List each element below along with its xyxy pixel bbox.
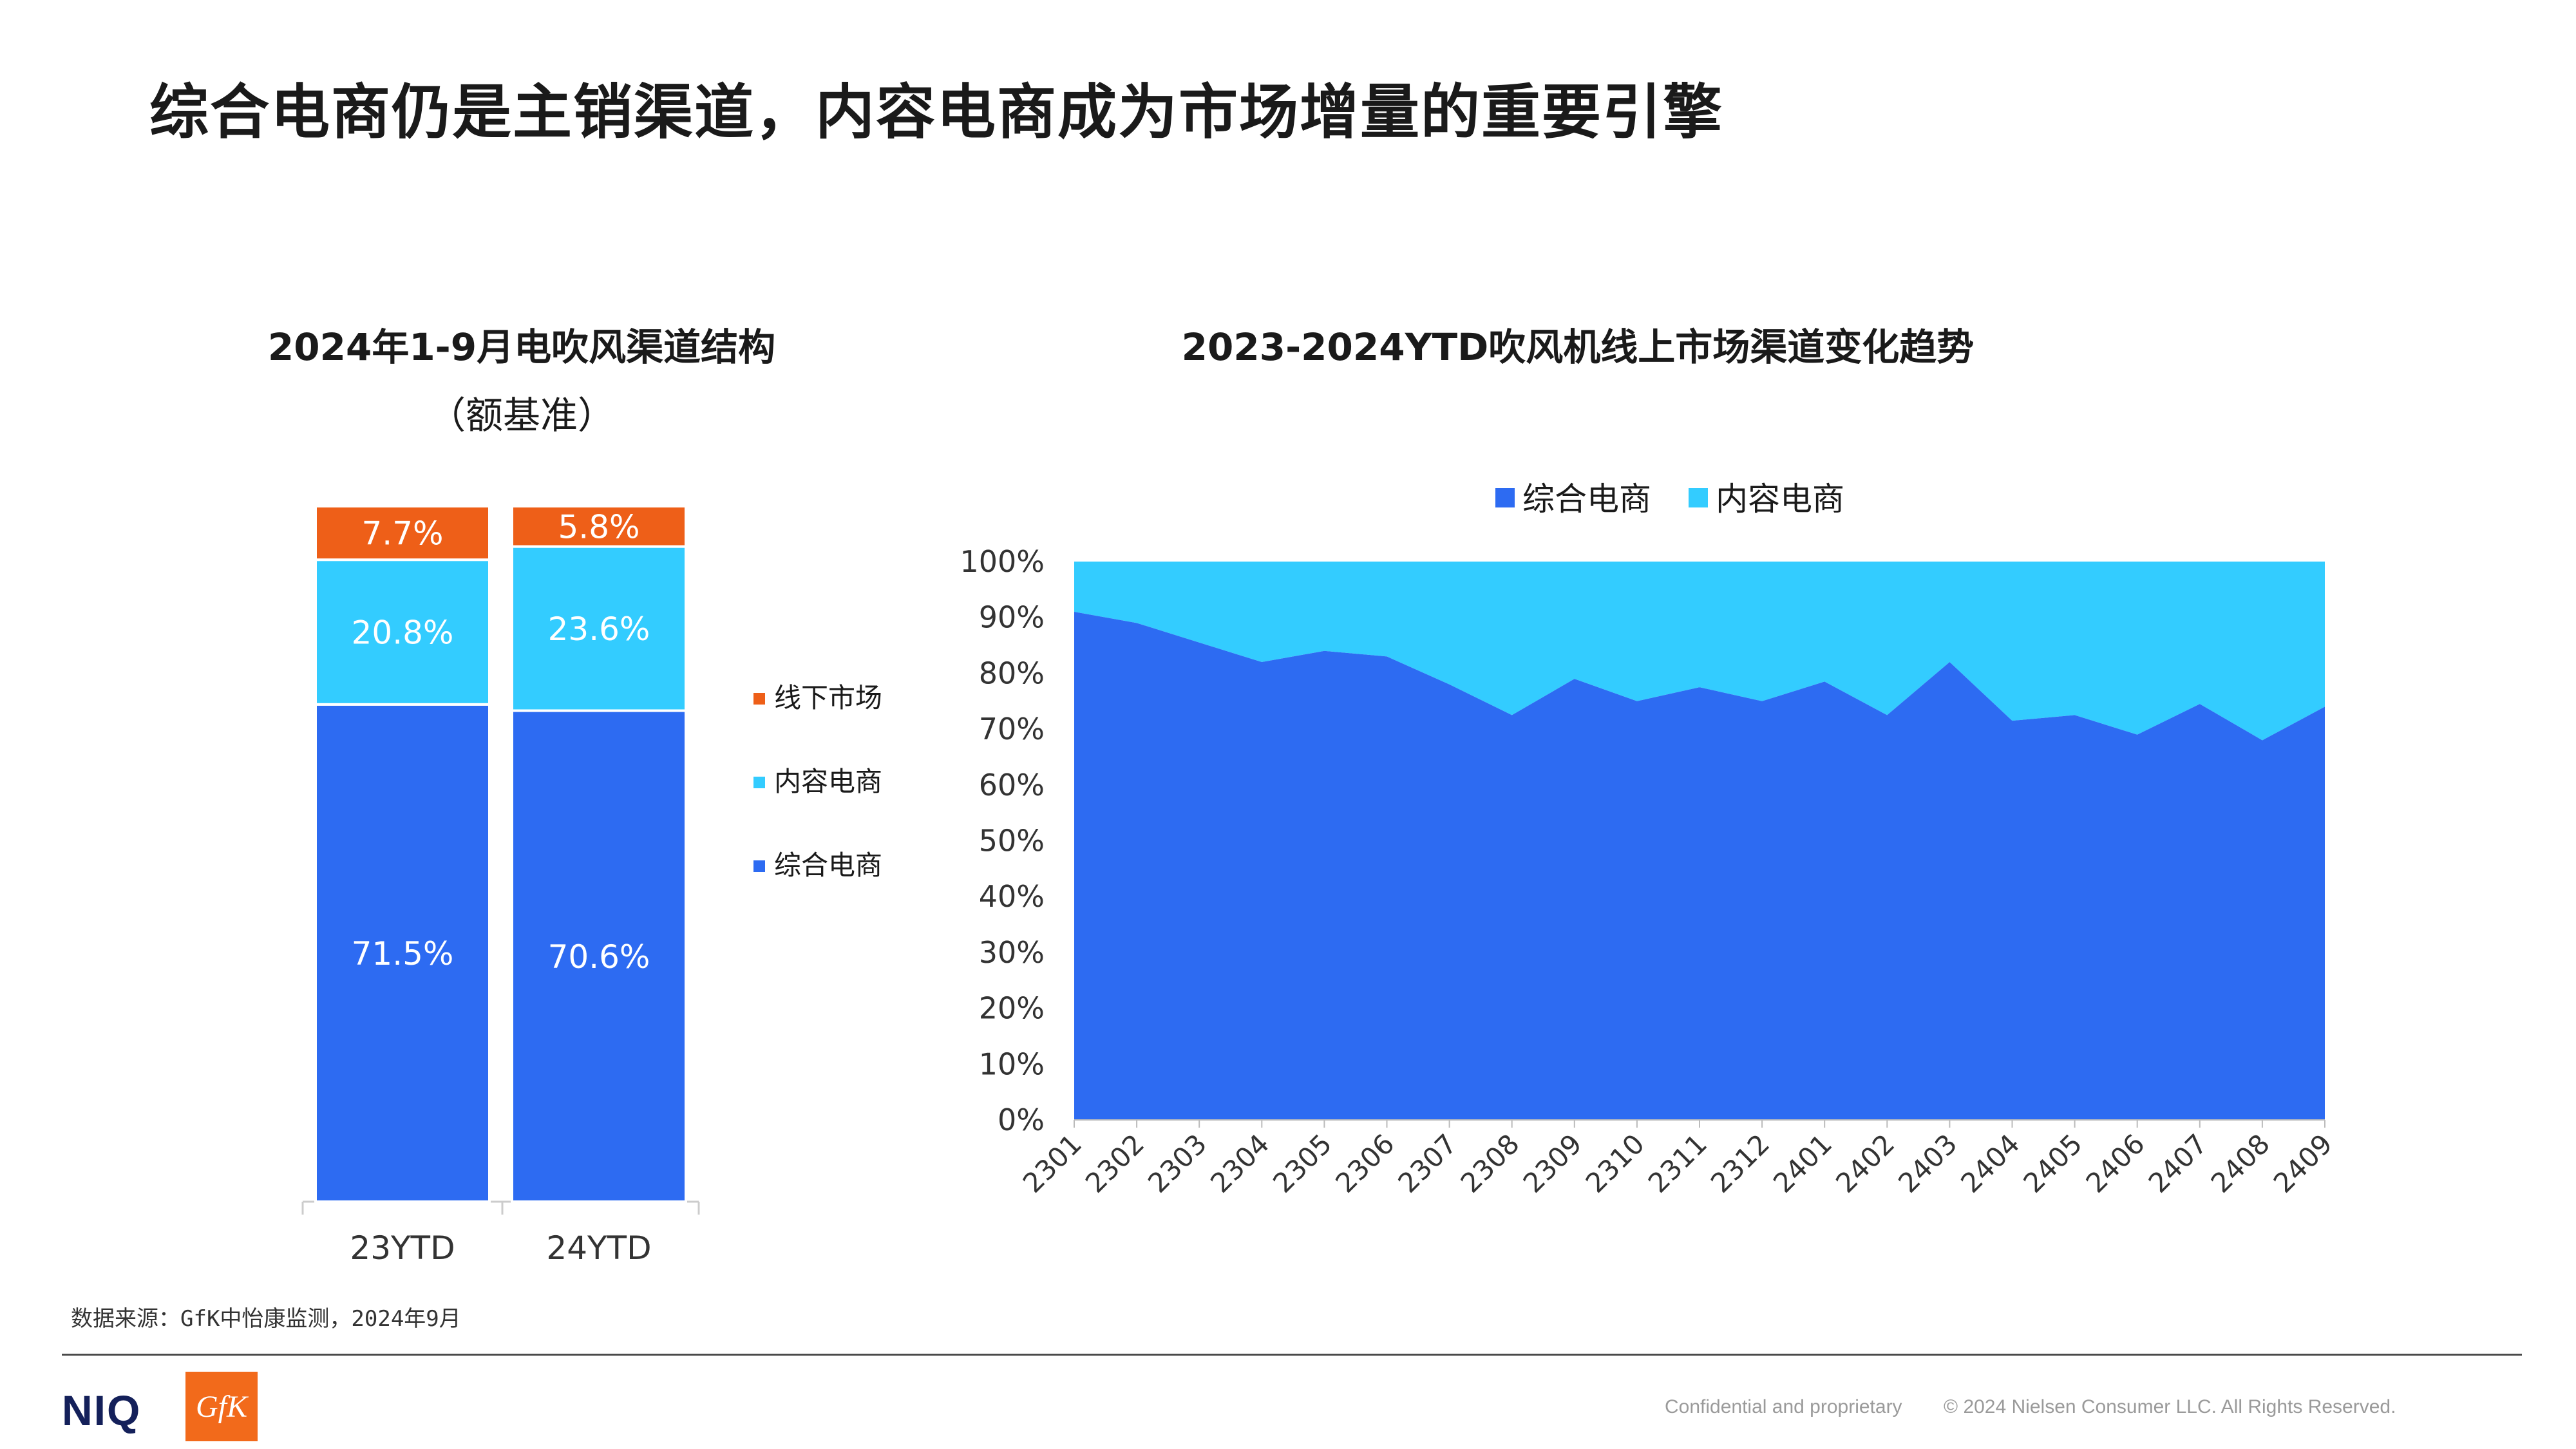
- x-tick-label: 2406: [2080, 1128, 2151, 1198]
- bar-data-label: 70.6%: [548, 938, 650, 976]
- bar-data-label: 71.5%: [352, 935, 454, 972]
- bar-segment: [511, 545, 687, 712]
- legend-label: 内容电商: [1716, 480, 1844, 518]
- y-tick-label: 90%: [979, 600, 1045, 635]
- y-tick-label: 50%: [979, 824, 1045, 858]
- legend-label: 综合电商: [774, 849, 882, 881]
- data-source-note: 数据来源：GfK中怡康监测，2024年9月: [71, 1306, 461, 1332]
- confidential-note: Confidential and proprietary: [1665, 1396, 1902, 1417]
- y-tick-label: 80%: [979, 656, 1045, 690]
- legend-swatch: [1495, 488, 1515, 507]
- gfk-logo: GfK: [185, 1372, 258, 1441]
- footer-divider: [62, 1354, 2522, 1356]
- x-tick-label: 2408: [2205, 1128, 2276, 1198]
- bar-segment: [314, 558, 491, 706]
- x-tick-label: 2401: [1767, 1128, 1838, 1198]
- bar-data-label: 23.6%: [548, 611, 650, 648]
- x-tick-label: 2302: [1079, 1128, 1150, 1198]
- x-tick-label: 2303: [1142, 1128, 1213, 1198]
- y-tick-label: 30%: [979, 935, 1045, 970]
- x-tick-label: 2404: [1955, 1128, 2025, 1198]
- x-tick-label: 2308: [1455, 1128, 1526, 1198]
- legend-label: 内容电商: [774, 766, 882, 797]
- copyright-note: © 2024 Nielsen Consumer LLC. All Rights …: [1944, 1396, 2396, 1417]
- page-title: 综合电商仍是主销渠道，内容电商成为市场增量的重要引擎: [149, 78, 1724, 147]
- x-tick-label: 2403: [1892, 1128, 1963, 1198]
- legend-swatch: [753, 777, 765, 788]
- area-content-commerce: [1074, 562, 2325, 741]
- x-tick-label: 2301: [1017, 1128, 1088, 1198]
- legend-label: 线下市场: [774, 682, 882, 714]
- bar-category-label: 23YTD: [350, 1229, 455, 1267]
- x-tick-label: 2311: [1642, 1128, 1713, 1198]
- y-tick-label: 60%: [979, 768, 1045, 802]
- y-tick-label: 10%: [979, 1046, 1045, 1081]
- legend-swatch: [753, 693, 765, 705]
- x-tick-label: 2309: [1517, 1128, 1588, 1198]
- bar-category-label: 24YTD: [546, 1229, 651, 1267]
- bar-chart-subtitle: （额基准）: [428, 393, 615, 437]
- y-tick-label: 0%: [998, 1103, 1045, 1137]
- niq-logo: NIQ: [62, 1387, 142, 1434]
- legend-swatch: [753, 860, 765, 872]
- bar-segment: [314, 505, 491, 562]
- legend-swatch: [1689, 488, 1708, 507]
- x-tick-label: 2310: [1580, 1128, 1651, 1198]
- x-tick-label: 2304: [1204, 1128, 1275, 1198]
- bar-data-label: 7.7%: [361, 515, 443, 553]
- bar-data-label: 5.8%: [558, 508, 639, 545]
- y-tick-label: 100%: [960, 544, 1045, 579]
- x-tick-label: 2409: [2268, 1128, 2338, 1198]
- x-tick-label: 2306: [1329, 1128, 1400, 1198]
- x-tick-label: 2407: [2143, 1128, 2213, 1198]
- x-tick-label: 2405: [2017, 1128, 2088, 1198]
- legend-label: 综合电商: [1522, 480, 1651, 518]
- x-tick-label: 2312: [1705, 1128, 1776, 1198]
- y-tick-label: 70%: [979, 712, 1045, 746]
- x-tick-label: 2402: [1830, 1128, 1900, 1198]
- bar-segment: [511, 505, 687, 548]
- y-tick-label: 40%: [979, 879, 1045, 914]
- bar-data-label: 20.8%: [352, 614, 454, 651]
- bar-chart-title: 2024年1-9月电吹风渠道结构: [267, 325, 776, 369]
- area-chart-title: 2023-2024YTD吹风机线上市场渠道变化趋势: [1181, 325, 1975, 369]
- x-tick-label: 2305: [1267, 1128, 1338, 1198]
- area-comprehensive-commerce: [1074, 612, 2325, 1120]
- x-tick-label: 2307: [1392, 1128, 1463, 1198]
- bar-segment: [314, 703, 491, 1204]
- y-tick-label: 20%: [979, 991, 1045, 1026]
